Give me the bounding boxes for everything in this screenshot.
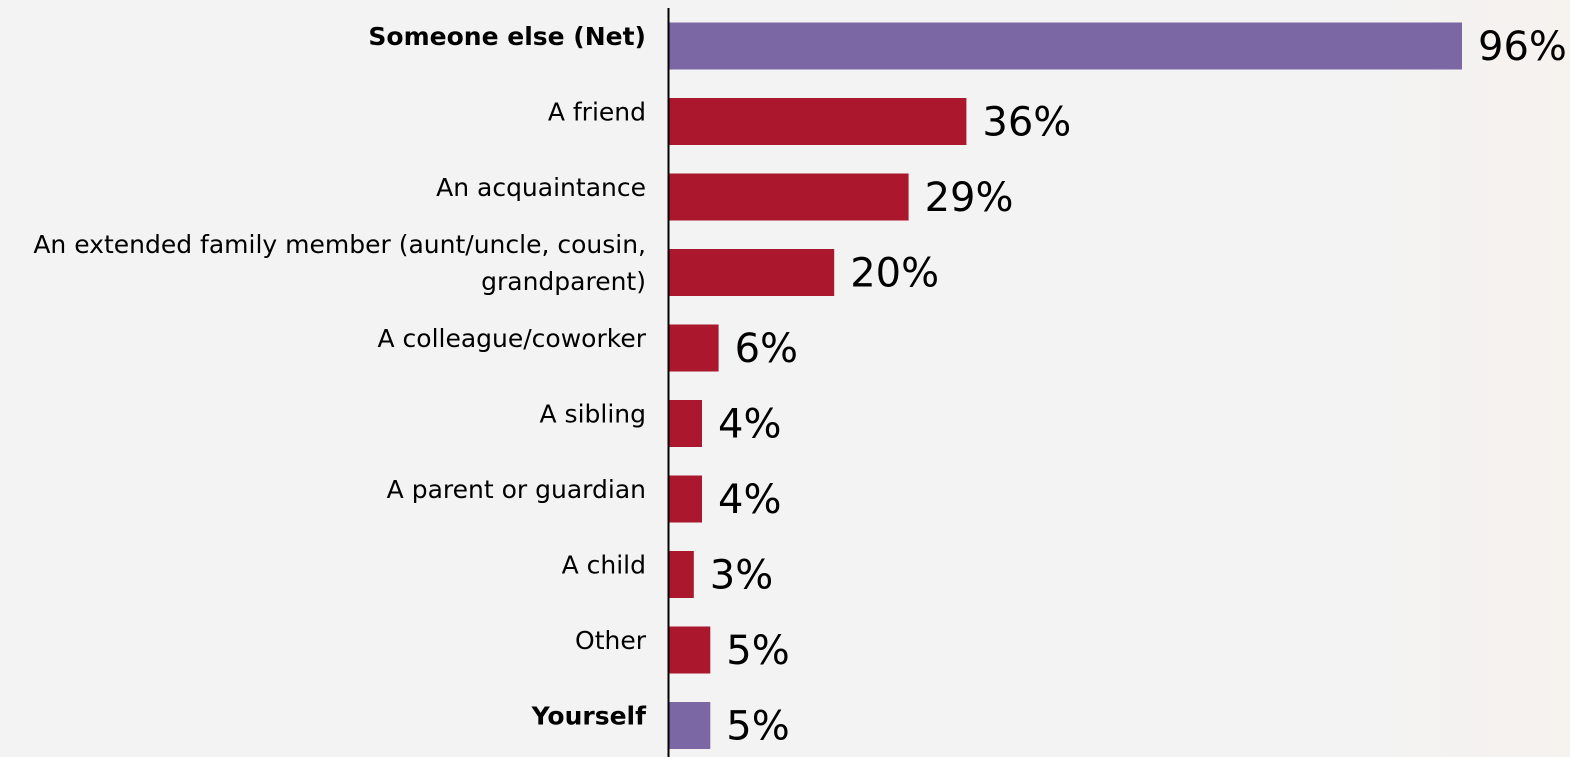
bar-4 [669,324,719,372]
value-label-5: 4% [718,402,781,448]
bar-5 [669,400,702,447]
category-label-line: Other [575,626,647,655]
value-label-9: 5% [726,704,789,750]
category-label-3: An extended family member (aunt/uncle, c… [33,230,646,296]
category-label-line: An acquaintance [436,173,646,202]
value-label-8: 5% [726,628,789,674]
category-label-1: A friend [548,98,646,127]
bar-8 [669,626,711,674]
category-label-line: A colleague/coworker [377,324,646,353]
category-label-line: A child [562,551,646,580]
bar-6 [669,475,702,523]
category-label-line: An extended family member (aunt/uncle, c… [33,230,646,259]
category-label-7: A child [562,551,646,580]
value-label-7: 3% [710,553,773,599]
category-labels-layer: Someone else (Net) A friend An acquaintanc… [33,22,647,731]
bar-3 [669,249,835,296]
value-label-2: 29% [925,175,1014,221]
category-label-line: A parent or guardian [387,475,646,504]
value-label-4: 6% [735,326,798,372]
category-label-line: Someone else (Net) [368,22,646,51]
category-label-line: A sibling [540,400,647,429]
category-label-line: A friend [548,98,646,127]
bar-9 [669,702,711,749]
category-label-line: grandparent) [481,267,646,296]
category-label-line: Yourself [531,702,648,731]
category-label-9: Yourself [531,702,648,731]
category-label-8: Other [575,626,647,655]
bar-7 [669,551,694,598]
category-label-2: An acquaintance [436,173,646,202]
bar-0 [669,22,1462,70]
bar-2 [669,173,909,221]
category-label-0: Someone else (Net) [368,22,646,51]
bar-1 [669,98,967,145]
value-label-3: 20% [850,251,939,297]
category-label-4: A colleague/coworker [377,324,646,353]
value-label-0: 96% [1478,24,1567,70]
category-label-6: A parent or guardian [387,475,646,504]
value-label-1: 36% [982,100,1071,146]
value-labels-layer: 96% 36% 29% 20% 6% 4% 4% 3% 5% 5% [710,24,1567,750]
value-label-6: 4% [718,477,781,523]
bars-layer [669,22,1462,749]
category-label-5: A sibling [540,400,647,429]
